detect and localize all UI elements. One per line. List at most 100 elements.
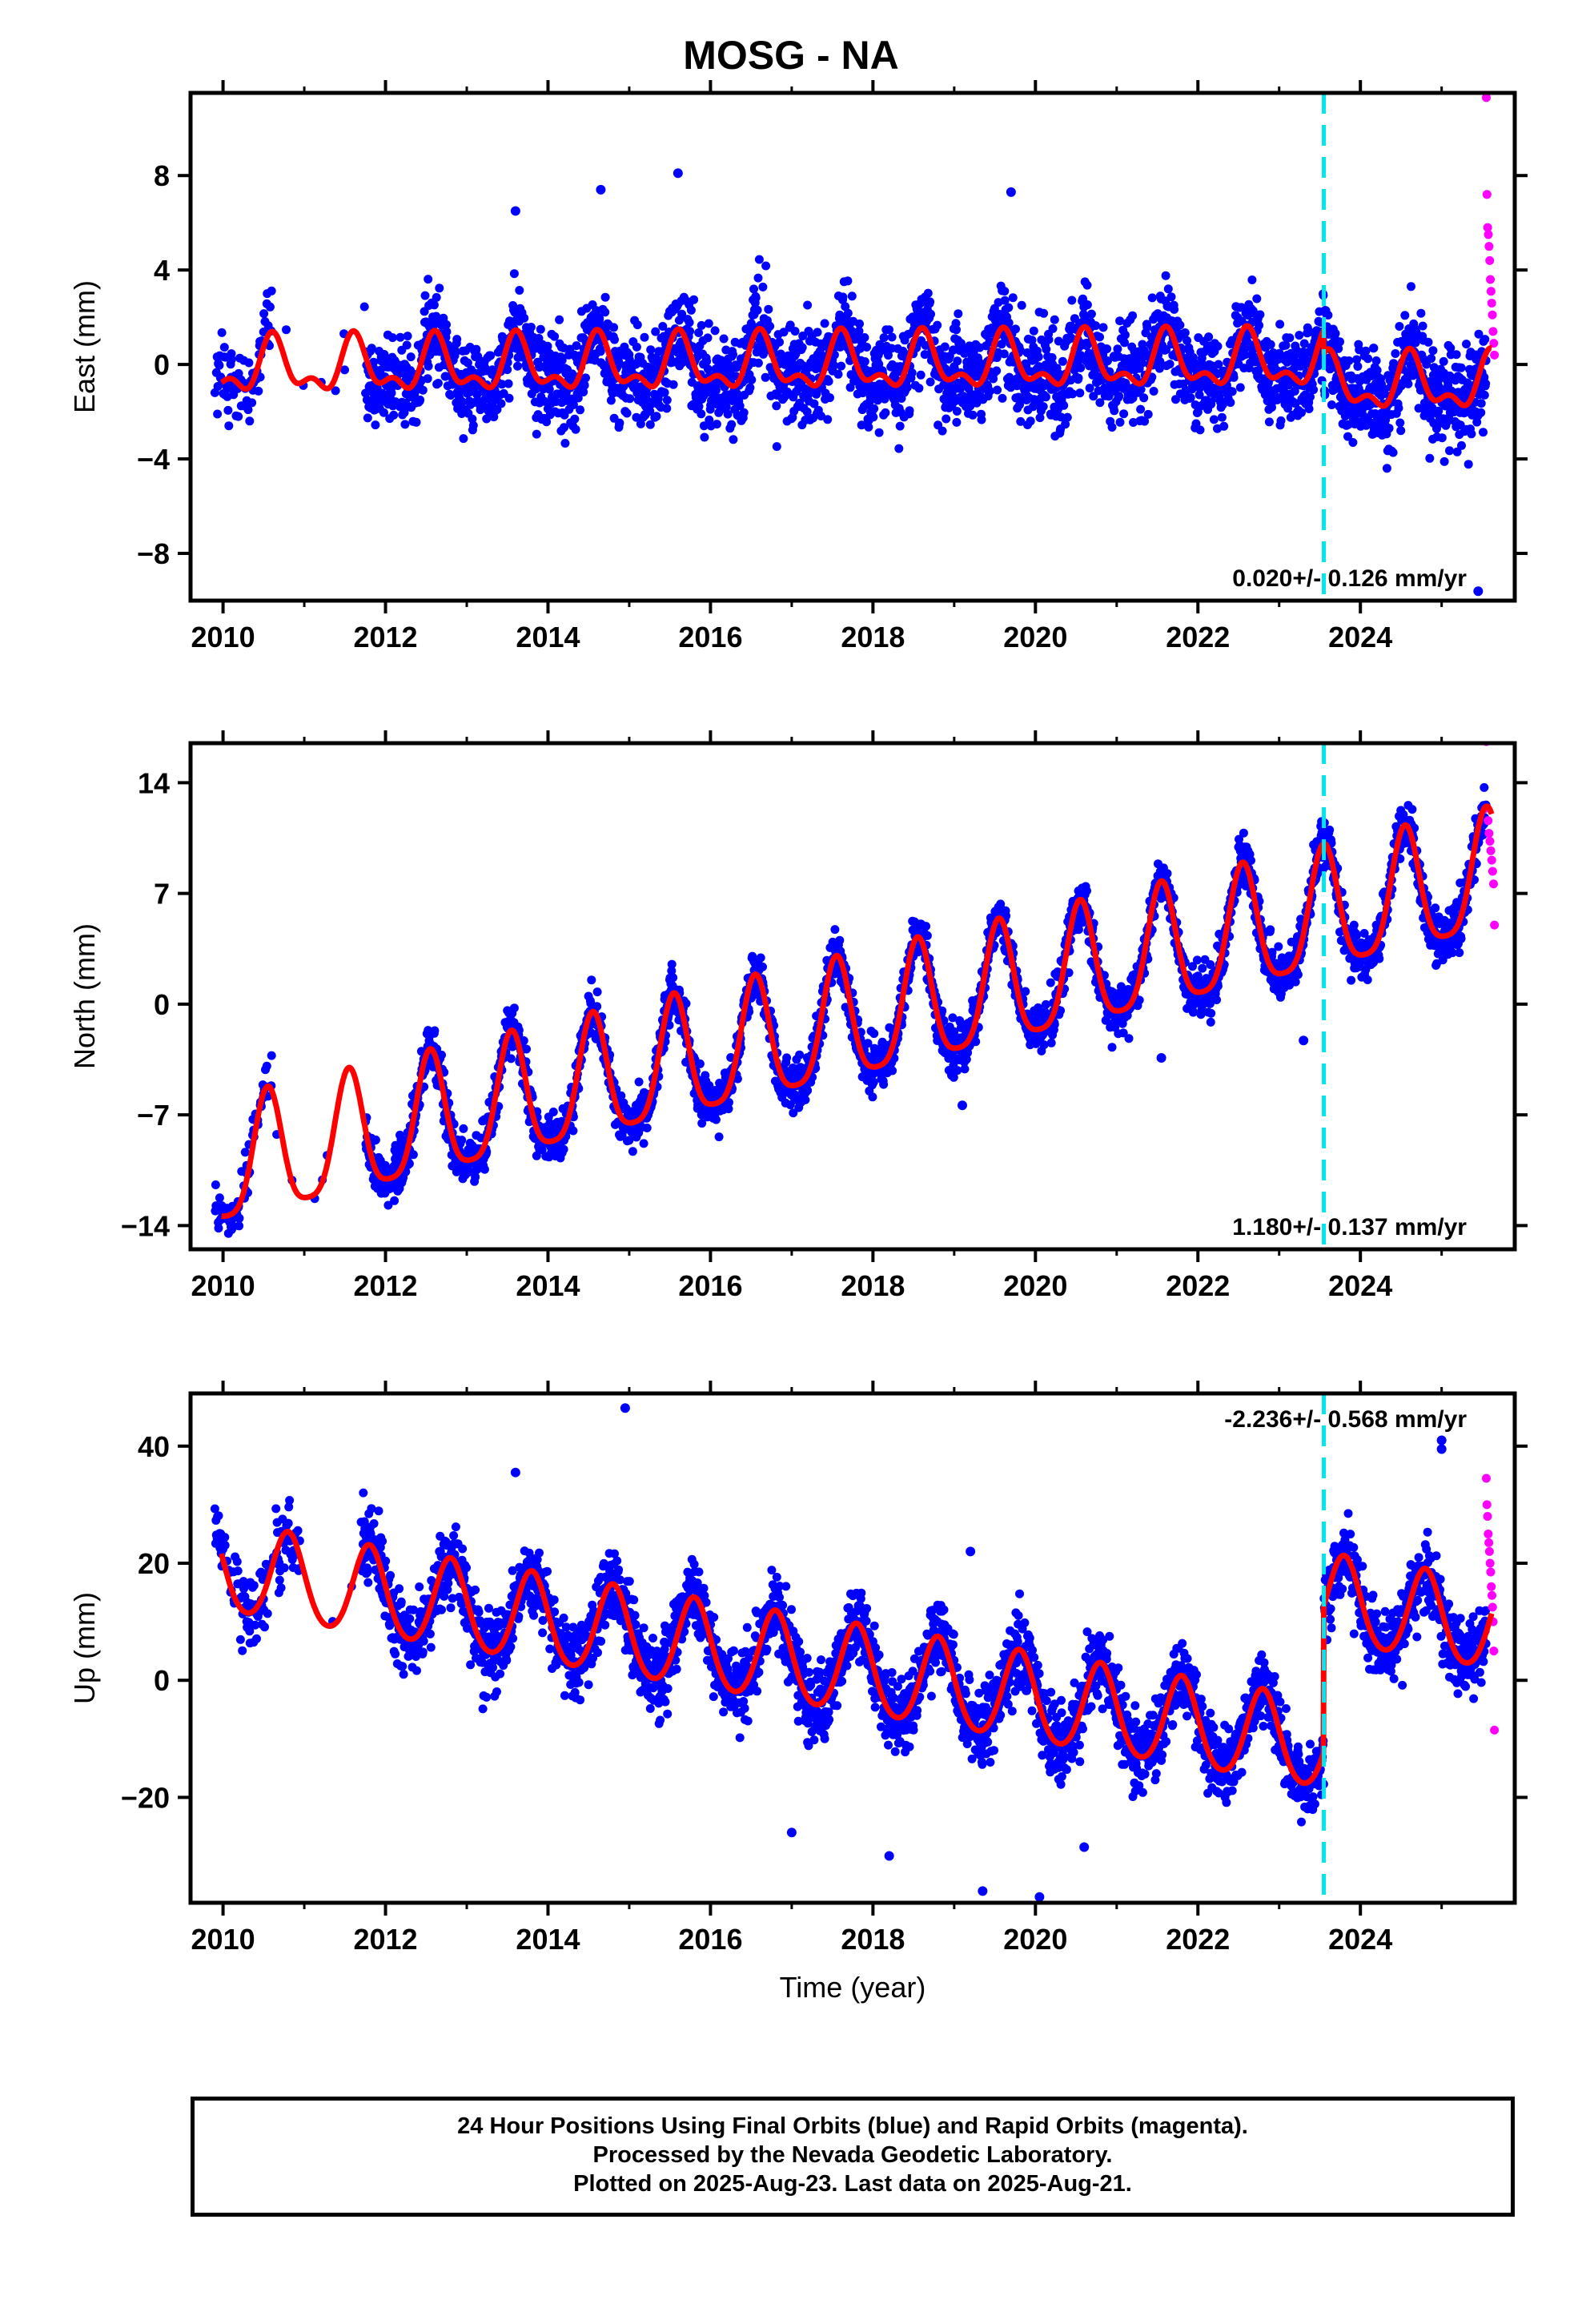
final-orbit-point bbox=[712, 420, 721, 429]
final-orbit-point bbox=[457, 1136, 467, 1145]
final-orbit-point bbox=[1139, 393, 1149, 403]
final-orbit-point bbox=[881, 408, 890, 417]
final-orbit-point bbox=[379, 408, 388, 417]
final-orbit-point bbox=[439, 313, 448, 323]
final-orbit-point bbox=[914, 384, 924, 393]
final-orbit-point bbox=[772, 401, 781, 411]
final-orbit-point bbox=[1276, 416, 1286, 425]
final-orbit-point bbox=[782, 1053, 792, 1063]
rapid-orbit-point bbox=[1488, 310, 1497, 320]
final-orbit-point bbox=[576, 405, 585, 415]
final-orbit-point bbox=[695, 1059, 705, 1068]
final-orbit-point bbox=[463, 358, 472, 368]
final-orbit-point bbox=[1283, 404, 1293, 413]
final-orbit-point bbox=[503, 365, 512, 375]
final-orbit-point bbox=[600, 308, 610, 317]
final-orbit-point bbox=[1235, 383, 1245, 392]
final-orbit-point bbox=[765, 321, 775, 331]
final-orbit-point bbox=[645, 407, 655, 416]
final-orbit-point bbox=[1372, 365, 1382, 375]
final-orbit-point bbox=[758, 282, 768, 292]
final-orbit-point bbox=[433, 379, 443, 388]
x-tick-label: 2010 bbox=[191, 621, 255, 653]
x-tick-label: 2024 bbox=[1328, 621, 1392, 653]
y-tick-label: 4 bbox=[154, 254, 170, 287]
final-orbit-point bbox=[267, 1051, 276, 1060]
final-orbit-point bbox=[581, 373, 590, 383]
x-tick-label: 2020 bbox=[1003, 621, 1067, 653]
final-orbit-point bbox=[1082, 280, 1092, 290]
final-orbit-point bbox=[1136, 404, 1146, 414]
page-title: MOSG - NA bbox=[683, 33, 899, 78]
final-orbit-point bbox=[1091, 321, 1100, 331]
final-orbit-point bbox=[1309, 385, 1319, 395]
final-orbit-point bbox=[772, 442, 781, 452]
final-orbit-point bbox=[219, 343, 229, 352]
final-orbit-point bbox=[1437, 433, 1447, 443]
final-orbit-point bbox=[254, 386, 263, 396]
final-orbit-point bbox=[753, 305, 762, 315]
final-orbit-point bbox=[1016, 416, 1026, 426]
final-orbit-point bbox=[570, 414, 580, 424]
y-tick-label: −4 bbox=[137, 443, 170, 476]
final-orbit-point bbox=[902, 383, 912, 392]
final-orbit-point bbox=[685, 318, 694, 328]
final-orbit-point bbox=[652, 412, 661, 421]
final-orbit-point bbox=[1226, 398, 1235, 408]
final-orbit-point bbox=[1166, 292, 1176, 302]
final-orbit-point bbox=[622, 408, 632, 418]
final-orbit-point bbox=[1395, 322, 1404, 331]
final-orbit-point bbox=[1191, 419, 1201, 428]
final-orbit-point bbox=[1110, 406, 1119, 416]
final-orbit-point bbox=[704, 319, 713, 328]
final-orbit-point bbox=[662, 396, 672, 405]
final-orbit-point bbox=[396, 332, 405, 342]
final-orbit-point bbox=[999, 349, 1009, 359]
final-orbit-point bbox=[506, 1054, 516, 1063]
final-orbit-point bbox=[841, 302, 850, 312]
final-orbit-point bbox=[864, 422, 873, 432]
final-orbit-point bbox=[217, 328, 227, 337]
final-orbit-point bbox=[1056, 412, 1066, 422]
final-orbit-point bbox=[1209, 415, 1219, 424]
final-orbit-point bbox=[761, 372, 770, 382]
final-orbit-point bbox=[1061, 420, 1070, 429]
outlier-point bbox=[596, 184, 606, 195]
final-orbit-point bbox=[571, 424, 580, 434]
final-orbit-point bbox=[429, 300, 439, 310]
final-orbit-point bbox=[1479, 428, 1488, 437]
final-orbit-point bbox=[879, 333, 889, 343]
final-orbit-point bbox=[632, 342, 641, 352]
final-orbit-point bbox=[1129, 418, 1138, 427]
final-orbit-point bbox=[847, 292, 857, 301]
final-orbit-point bbox=[1457, 440, 1466, 450]
final-orbit-point bbox=[1384, 424, 1394, 433]
final-orbit-point bbox=[869, 404, 879, 413]
final-orbit-point bbox=[579, 388, 588, 396]
final-orbit-point bbox=[685, 327, 695, 336]
final-orbit-point bbox=[1062, 412, 1072, 422]
final-orbit-point bbox=[1428, 346, 1438, 356]
final-orbit-point bbox=[1034, 352, 1043, 362]
final-orbit-point bbox=[1480, 335, 1490, 344]
final-orbit-point bbox=[860, 357, 869, 366]
final-orbit-point bbox=[227, 355, 236, 364]
final-orbit-point bbox=[1353, 362, 1363, 371]
final-orbit-point bbox=[615, 418, 624, 428]
east-panel-frame bbox=[188, 90, 1517, 603]
east-panel-plot-area bbox=[210, 93, 1500, 601]
final-orbit-point bbox=[267, 286, 276, 296]
final-orbit-point bbox=[860, 333, 869, 342]
final-orbit-point bbox=[640, 332, 649, 342]
final-orbit-point bbox=[1395, 418, 1405, 428]
final-orbit-point bbox=[1423, 337, 1433, 347]
final-orbit-point bbox=[1361, 346, 1371, 356]
final-orbit-point bbox=[667, 959, 677, 969]
final-orbit-point bbox=[745, 383, 755, 392]
final-orbit-point bbox=[1427, 354, 1436, 364]
north-panel: 2010 2012 2014 2016 2018 2020 2022 2024−14−7071… bbox=[68, 730, 1528, 1302]
final-orbit-point bbox=[854, 326, 864, 336]
final-orbit-point bbox=[1165, 360, 1174, 369]
y-tick-label: 8 bbox=[154, 159, 170, 192]
final-orbit-point bbox=[1334, 344, 1343, 353]
